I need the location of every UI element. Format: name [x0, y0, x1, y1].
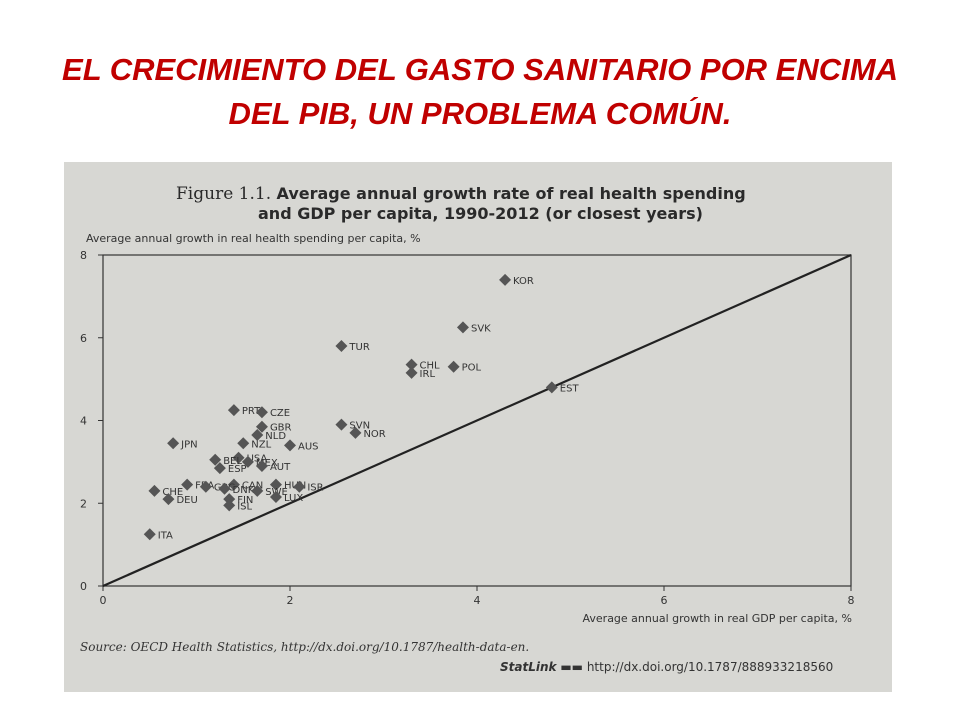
scatter-point-aus	[284, 439, 296, 452]
point-label-svn: SVN	[349, 421, 370, 432]
scatter-point-usa	[232, 451, 245, 464]
scatter-point-irl	[405, 366, 418, 379]
point-label-esp: ESP	[228, 464, 247, 475]
point-label-chl: CHL	[420, 361, 441, 372]
diagonal-reference-line	[102, 253, 852, 588]
scatter-point-che	[148, 484, 161, 497]
scatter-point-hun	[269, 478, 282, 491]
scatter-point-est	[545, 381, 558, 394]
scatter-point-fra	[181, 478, 194, 491]
point-label-che: CHE	[162, 487, 183, 498]
scatter-point-nld	[251, 428, 264, 441]
scatter-point-esp	[213, 462, 226, 475]
figure-title: Figure 1.1. Average annual growth rate o…	[176, 184, 746, 223]
point-label-gbr: GBR	[270, 423, 292, 434]
point-label-aus: AUS	[298, 441, 319, 452]
statlink-url[interactable]: http://dx.doi.org/10.1787/888933218560	[586, 660, 834, 674]
point-label-deu: DEU	[176, 495, 197, 506]
slide-title-line2: DEL PIB, UN PROBLEMA COMÚN.	[228, 96, 732, 131]
scatter-point-prt	[227, 404, 240, 417]
point-label-jpn: JPN	[180, 439, 197, 450]
scatter-point-svk	[456, 321, 469, 334]
point-label-tur: TUR	[348, 342, 369, 353]
x-tick-label: 2	[287, 594, 294, 607]
scatter-point-nzl	[237, 437, 250, 450]
scatter-point-can	[227, 478, 240, 491]
scatter-point-isl	[223, 499, 236, 512]
point-label-bel: BEL	[223, 456, 242, 467]
x-tick-label: 8	[848, 594, 855, 607]
point-label-dnk: DNK	[233, 485, 255, 496]
x-axis-title: Average annual growth in real GDP per ca…	[582, 612, 852, 625]
point-label-isl: ISL	[237, 501, 252, 512]
point-label-nzl: NZL	[251, 439, 271, 450]
point-label-aut: AUT	[270, 462, 291, 473]
y-tick-label: 2	[80, 497, 87, 510]
point-label-cze: CZE	[270, 408, 290, 419]
scatter-point-aut	[255, 460, 268, 473]
scatter-point-swe	[251, 484, 264, 497]
point-label-fin: FIN	[237, 495, 253, 506]
scatter-point-grc	[199, 480, 212, 493]
figure-image: Figure 1.1. Average annual growth rate o…	[64, 162, 892, 692]
statlink-icon: ▬▬	[560, 660, 587, 674]
point-label-lux: LUX	[284, 493, 303, 504]
scatter-point-dnk	[218, 482, 231, 495]
scatter-point-isr	[293, 480, 306, 493]
point-label-pol: POL	[462, 363, 482, 374]
point-label-nor: NOR	[363, 429, 385, 440]
point-label-nld: NLD	[265, 431, 286, 442]
point-label-ita: ITA	[158, 530, 173, 541]
statlink: StatLink ▬▬ http://dx.doi.org/10.1787/88…	[500, 660, 833, 674]
point-label-est: EST	[560, 383, 580, 394]
scatter-point-tur	[335, 340, 348, 353]
figure-label: Figure 1.1.	[176, 184, 272, 204]
x-tick-label: 4	[474, 594, 481, 607]
point-label-irl: IRL	[420, 369, 436, 380]
y-axis-title: Average annual growth in real health spe…	[86, 232, 421, 245]
y-tick-label: 0	[80, 580, 87, 593]
scatter-point-cze	[255, 406, 268, 419]
scatter-point-mex	[241, 455, 254, 468]
scatter-point-chl	[405, 358, 418, 371]
figure-source: Source: OECD Health Statistics, http://d…	[80, 640, 530, 654]
point-label-mex: MEX	[256, 458, 278, 469]
scatter-point-deu	[162, 493, 175, 506]
point-label-prt: PRT	[242, 406, 261, 417]
slide-title: EL CRECIMIENTO DEL GASTO SANITARIO POR E…	[20, 48, 940, 136]
scatter-point-nor	[349, 426, 362, 439]
scatter-point-fin	[223, 493, 236, 506]
y-tick-label: 6	[80, 332, 87, 345]
point-label-kor: KOR	[513, 276, 534, 287]
point-label-usa: USA	[247, 454, 268, 465]
point-label-svk: SVK	[471, 323, 491, 334]
point-label-isr: ISR	[307, 483, 323, 494]
scatter-point-jpn	[167, 437, 180, 450]
scatter-point-bel	[209, 453, 222, 466]
slide-title-line1: EL CRECIMIENTO DEL GASTO SANITARIO POR E…	[62, 52, 898, 87]
scatter-point-lux	[269, 491, 282, 504]
scatter-point-ita	[143, 528, 156, 541]
y-tick-label: 8	[80, 249, 87, 262]
x-tick-label: 0	[100, 594, 107, 607]
point-label-can: CAN	[242, 481, 263, 492]
figure-title-line1: Average annual growth rate of real healt…	[276, 184, 746, 203]
statlink-name: StatLink	[500, 660, 557, 674]
scatter-point-pol	[447, 360, 460, 373]
figure-title-line2: and GDP per capita, 1990-2012 (or closes…	[258, 204, 703, 223]
x-tick-label: 6	[661, 594, 668, 607]
scatter-point-kor	[499, 273, 512, 286]
scatter-point-gbr	[255, 420, 268, 433]
scatter-point-svn	[335, 418, 348, 431]
y-tick-label: 4	[80, 415, 87, 428]
